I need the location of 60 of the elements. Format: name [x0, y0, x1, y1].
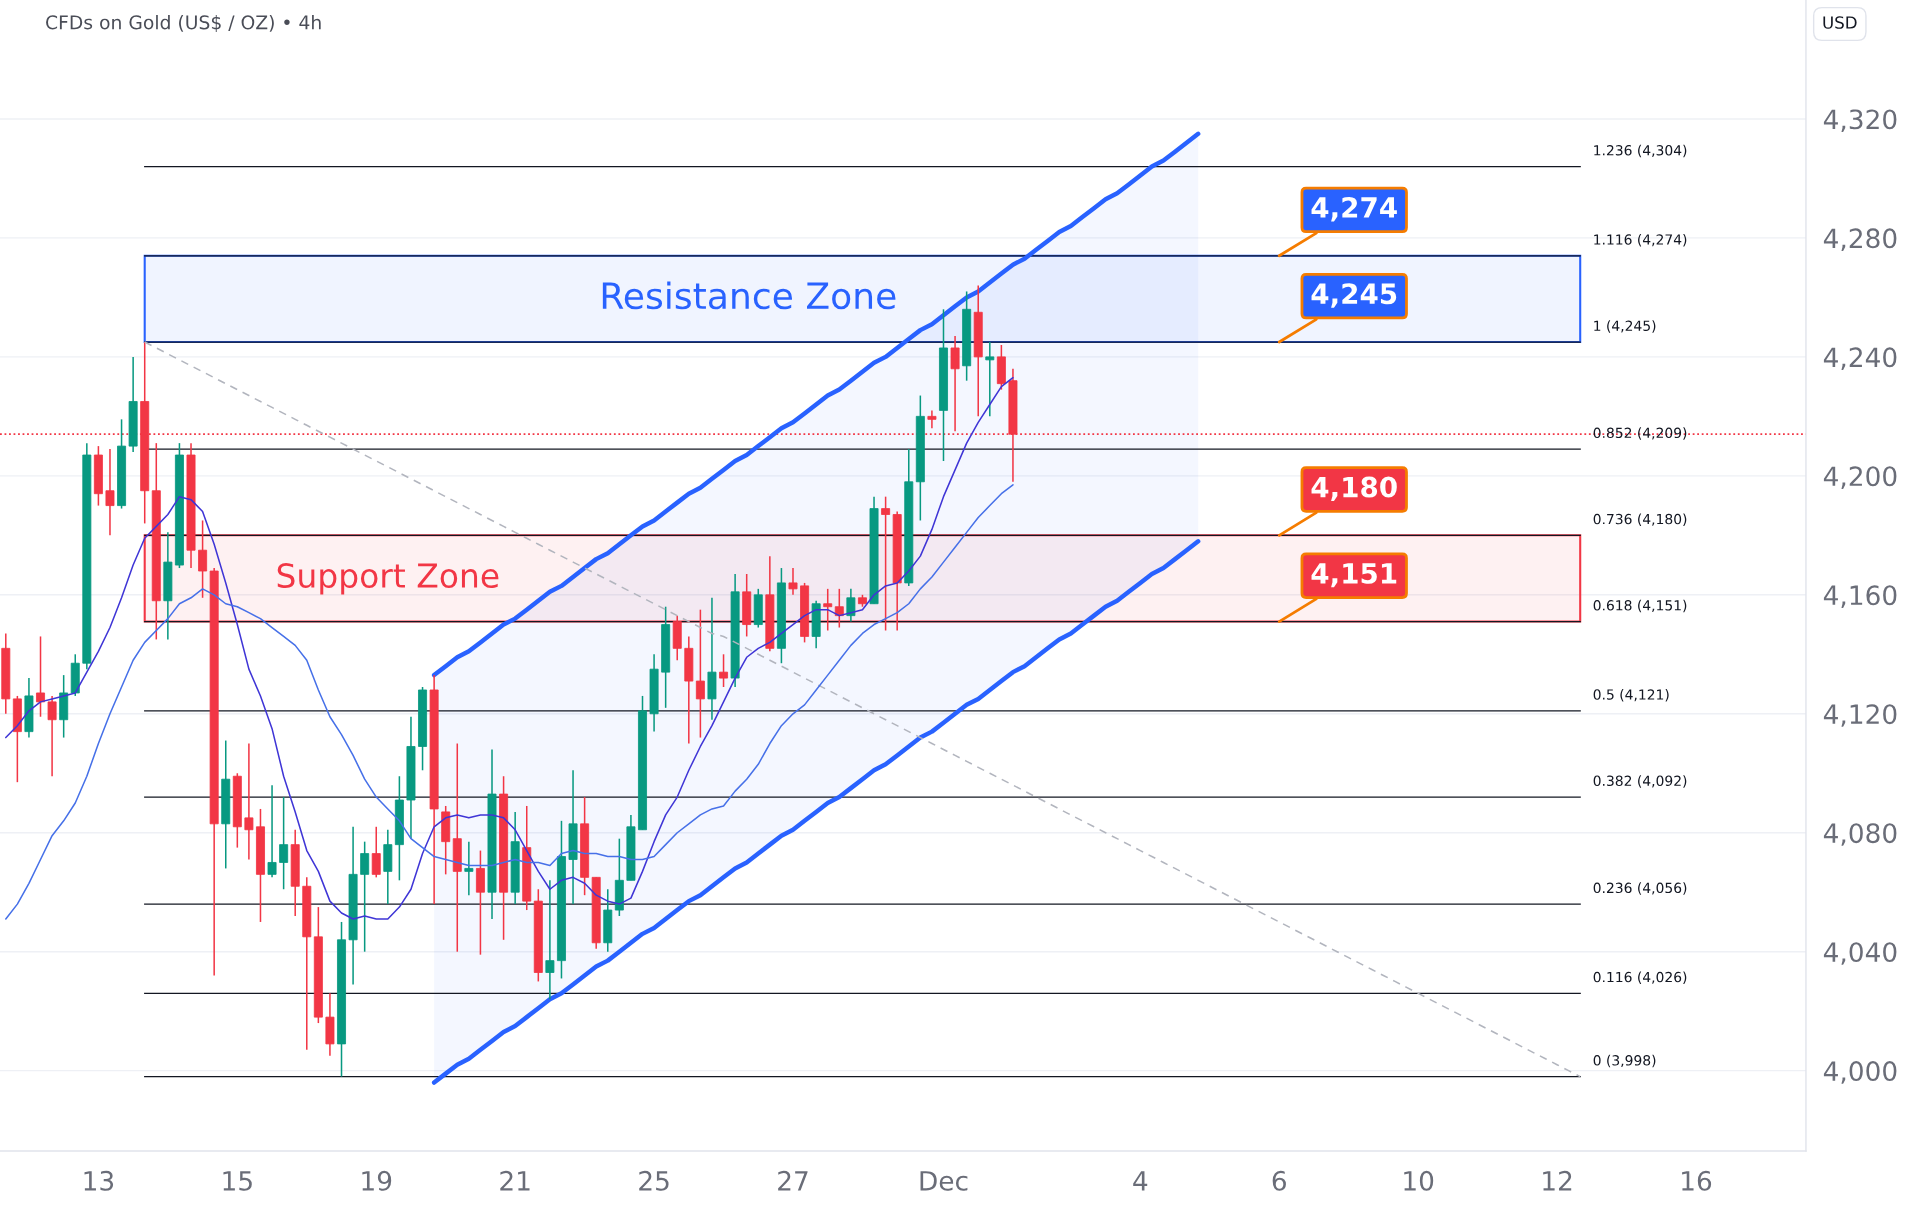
ref-line-label: 0.618 (4,151) [1593, 599, 1687, 613]
candlestick [927, 409, 937, 430]
candlestick [244, 742, 254, 861]
x-tick-label: 21 [500, 1170, 530, 1191]
y-tick-label: 4,040 [1823, 942, 1897, 965]
x-tick-label: 19 [362, 1170, 392, 1191]
x-tick-label: 15 [223, 1171, 252, 1191]
ref-line-label: 0.116 (4,026) [1593, 971, 1687, 984]
annotation: 4,151 [1311, 563, 1397, 588]
candlestick [279, 796, 289, 891]
candlestick [360, 840, 370, 953]
annotation: 4,245 [1311, 283, 1397, 308]
ref-line-label: 1.236 (4,304) [1594, 144, 1687, 158]
ref-line-label: 0.382 (4,092) [1593, 775, 1687, 788]
line-series [143, 341, 1581, 1078]
x-tick-label: 16 [1682, 1170, 1712, 1191]
ref-line-label: 1 (4,245) [1594, 320, 1656, 333]
candlestick [267, 784, 277, 879]
text: USD [1823, 16, 1857, 29]
candlestick [985, 341, 995, 418]
x-tick-label: 10 [1404, 1170, 1434, 1191]
band-label: Resistance Zone [602, 281, 896, 310]
ref-line-label: 0.852 (4,209) [1593, 427, 1687, 440]
y-tick-label: 4,160 [1823, 585, 1897, 608]
y-tick-label: 4,240 [1823, 347, 1897, 370]
ref-line-label: 0.5 (4,121) [1593, 689, 1669, 702]
y-tick-label: 4,320 [1823, 109, 1897, 133]
y-tick-label: 4,080 [1823, 823, 1897, 846]
annotation: 4,180 [1311, 476, 1397, 502]
y-tick-label: 4,280 [1823, 228, 1897, 252]
candlestick [47, 695, 57, 777]
ref-line-label: 1.116 (4,274) [1594, 234, 1687, 247]
y-tick-label: 4,000 [1823, 1061, 1897, 1084]
annotation: 4,274 [1311, 196, 1397, 222]
x-tick-label: 12 [1543, 1170, 1572, 1191]
line-series [5, 376, 1014, 920]
candlestick [950, 335, 960, 433]
candlestick [545, 879, 555, 1001]
candlestick [475, 849, 485, 956]
x-tick-label: 25 [639, 1170, 669, 1191]
candlestick [719, 653, 729, 688]
x-tick-label: 13 [84, 1170, 114, 1191]
candlestick [371, 826, 381, 879]
y-tick-label: 4,200 [1823, 466, 1897, 489]
ref-line-label: 0.236 (4,056) [1593, 882, 1687, 895]
x-tick-label: 27 [778, 1170, 808, 1191]
candlestick [846, 588, 856, 623]
x-tick-label: 6 [1272, 1170, 1286, 1191]
band-label: Support Zone [277, 563, 499, 595]
y-tick-label: 4,120 [1823, 704, 1897, 727]
ref-line-label: 0.736 (4,180) [1593, 513, 1687, 526]
candlestick [36, 635, 45, 718]
x-tick-label: Dec [920, 1171, 968, 1191]
text: CFDs on Gold (US$ / OZ) • 4h [46, 14, 321, 32]
candlestick [464, 840, 474, 896]
line-series [5, 484, 1014, 920]
candlestick [788, 567, 798, 596]
x-tick-label: 4 [1133, 1171, 1148, 1191]
candlestick [105, 448, 115, 537]
ref-line-label: 0 (3,998) [1593, 1054, 1656, 1068]
